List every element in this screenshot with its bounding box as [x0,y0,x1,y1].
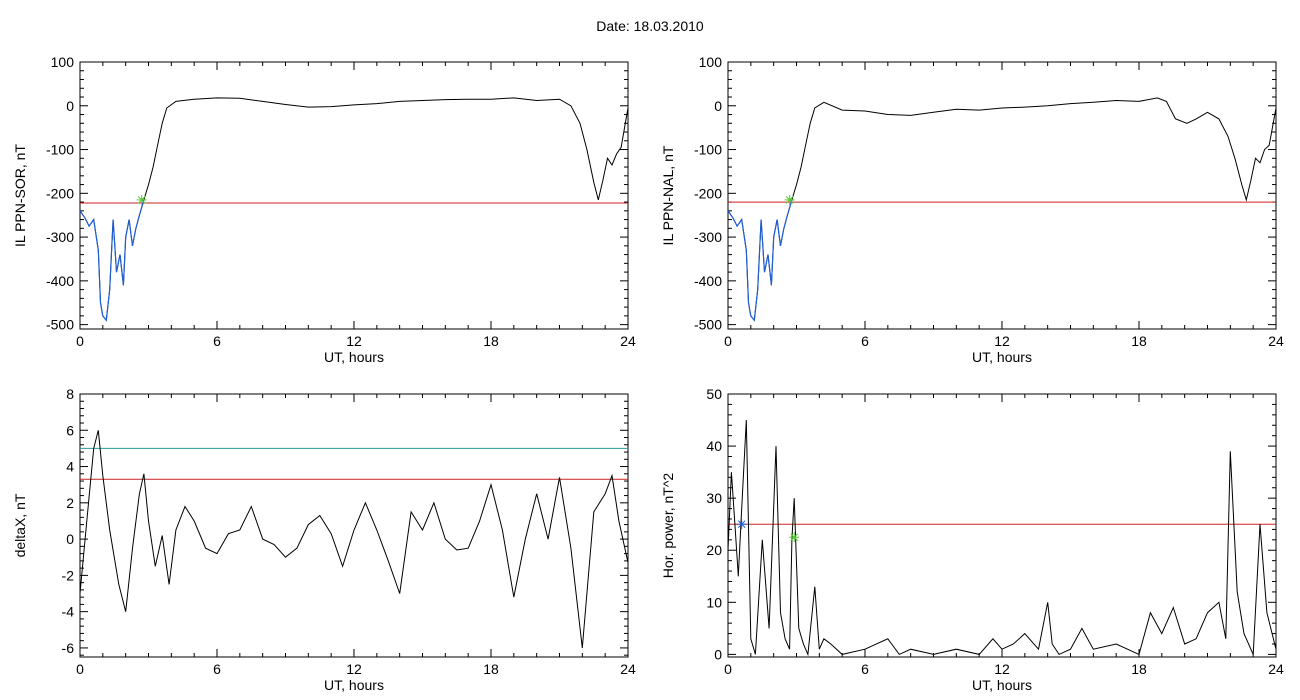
y-axis-label: IL PPN-SOR, nT [12,144,28,247]
series-line [79,430,629,648]
y-tick-label: -500 [46,317,74,333]
y-tick-label: 6 [66,422,74,438]
series-line [727,419,1277,657]
x-tick-label: 24 [1268,661,1284,677]
x-axis-label: UT, hours [972,677,1032,693]
y-tick-label: -300 [694,229,722,245]
x-tick-label: 6 [213,661,221,677]
x-axis-label: UT, hours [324,349,384,365]
y-tick-label: 40 [706,438,722,454]
x-tick-label: 24 [620,661,636,677]
chart-hor-power: 0 6 12 18 24 0 10 20 30 40 50 UT, hours Hor. power, … [660,386,1284,693]
x-axis-label: UT, hours [972,349,1032,365]
x-tick-label: 0 [76,333,84,349]
x-tick-label: 0 [724,661,732,677]
y-tick-label: -4 [62,604,75,620]
x-tick-label: 18 [483,661,499,677]
y-tick-label: -200 [46,185,74,201]
series-highlight-line [727,199,793,322]
chart-il-ppn-nal: 0 6 12 18 24 -500 -400 -300 -200 -100 0 100 UT, hour… [660,54,1284,365]
y-tick-label: 30 [706,490,722,506]
y-tick-label: -400 [46,273,74,289]
date-title: Date: 18.03.2010 [596,18,704,34]
y-tick-label: -500 [694,317,722,333]
x-tick-label: 0 [724,333,732,349]
x-tick-label: 0 [76,661,84,677]
chart-il-ppn-sor: 0 6 12 18 24 -500 -400 -300 -200 -100 0 100 UT, hour… [12,54,636,365]
y-tick-label: -300 [46,229,74,245]
y-tick-label: -400 [694,273,722,289]
y-tick-label: -200 [694,185,722,201]
y-tick-label: 20 [706,542,722,558]
x-tick-label: 18 [1131,661,1147,677]
y-tick-label: -6 [62,640,75,656]
y-tick-label: -100 [694,142,722,158]
y-tick-label: 0 [714,646,722,662]
x-tick-label: 12 [346,333,362,349]
y-tick-label: 50 [706,386,722,402]
x-tick-label: 12 [346,661,362,677]
y-axis-label: Hor. power, nT^2 [660,473,676,579]
series-line [727,97,1277,322]
plot-frame [727,61,1277,330]
x-tick-label: 24 [620,333,636,349]
y-tick-label: -2 [62,567,75,583]
y-tick-label: 4 [66,459,74,475]
x-tick-label: 6 [861,661,869,677]
onset-marker [784,194,795,205]
x-axis-label: UT, hours [324,677,384,693]
onset-marker [789,532,800,543]
x-tick-label: 6 [861,333,869,349]
y-tick-label: 2 [66,495,74,511]
series-line [79,97,629,322]
x-tick-label: 18 [483,333,499,349]
y-tick-label: -100 [46,142,74,158]
y-tick-label: 0 [714,98,722,114]
blue-marker [736,519,747,530]
x-tick-label: 6 [213,333,221,349]
x-tick-label: 24 [1268,333,1284,349]
y-tick-label: 8 [66,386,74,402]
y-tick-label: 10 [706,594,722,610]
plot-frame [727,393,1277,658]
series-highlight-line [79,199,145,322]
y-tick-label: 100 [51,54,75,70]
onset-marker [136,194,147,205]
y-tick-label: 0 [66,531,74,547]
x-tick-label: 18 [1131,333,1147,349]
x-tick-label: 12 [994,333,1010,349]
plot-frame [79,393,629,658]
y-axis-label: deltaX, nT [12,493,28,557]
y-tick-label: 100 [699,54,723,70]
plot-frame [79,61,629,330]
y-axis-label: IL PPN-NAL, nT [660,145,676,245]
y-tick-label: 0 [66,98,74,114]
x-tick-label: 12 [994,661,1010,677]
